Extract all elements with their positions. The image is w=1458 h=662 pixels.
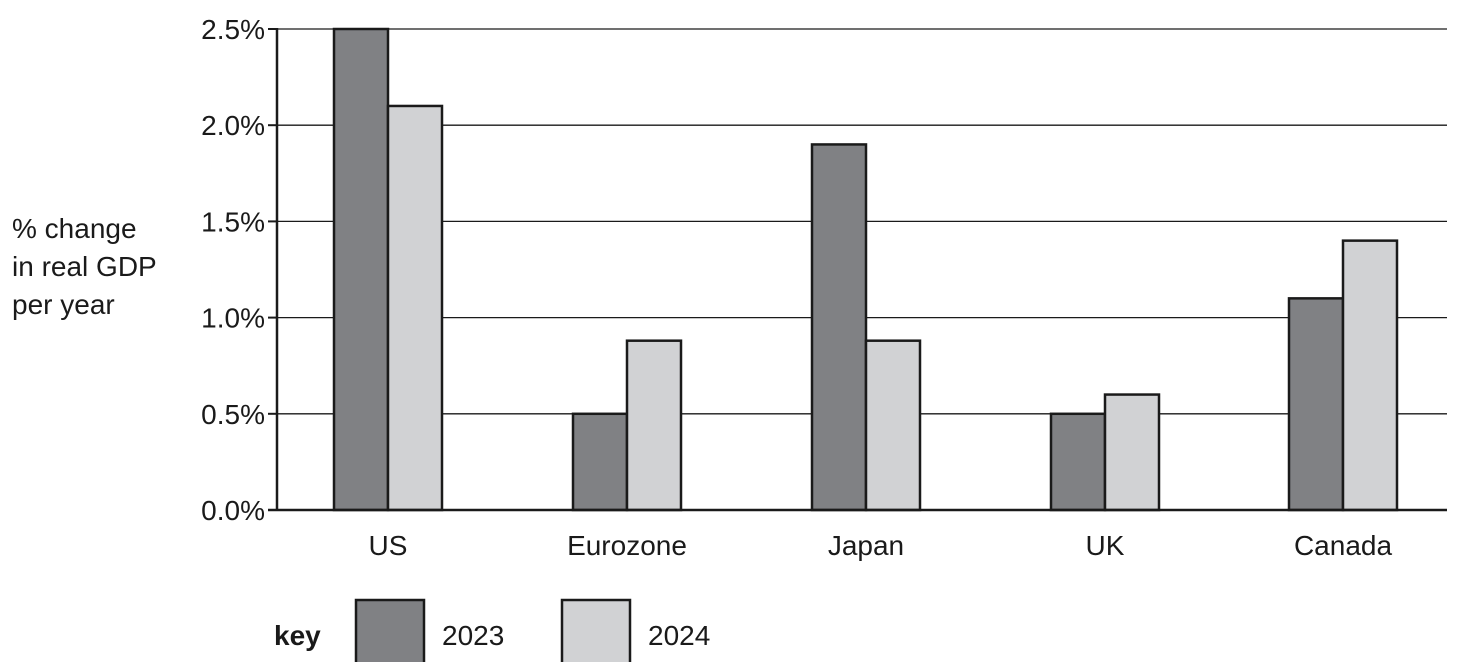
- y-axis-label-line-2: in real GDP: [12, 251, 157, 282]
- y-axis-label-line-3: per year: [12, 289, 115, 320]
- bar-2023-japan: [810, 143, 868, 512]
- y-tick-label: 2.0%: [201, 110, 265, 141]
- bar-2023-eurozone: [571, 412, 629, 512]
- y-tick-label: 2.5%: [201, 14, 265, 45]
- x-tick-label: UK: [1086, 530, 1125, 561]
- y-axis-label-line-1: % change: [12, 213, 137, 244]
- y-tick-label: 1.5%: [201, 206, 265, 237]
- legend-swatch-2023: [354, 598, 426, 662]
- y-tick-label: 0.5%: [201, 399, 265, 430]
- bar-2023-canada: [1287, 297, 1345, 512]
- x-tick-label: Japan: [828, 530, 904, 561]
- y-tick-label: 1.0%: [201, 303, 265, 334]
- x-tick-label: Eurozone: [567, 530, 687, 561]
- y-axis-label: % change in real GDP per year: [12, 210, 187, 324]
- x-tick-label: US: [369, 530, 408, 561]
- y-tick-label: 0.0%: [201, 495, 265, 526]
- x-tick-label: Canada: [1294, 530, 1393, 561]
- bar-2023-uk: [1049, 412, 1107, 512]
- bar-2024-eurozone: [625, 339, 683, 512]
- legend-label-2023: 2023: [442, 620, 504, 651]
- bar-2023-us: [332, 27, 390, 512]
- bar-2024-us: [386, 104, 444, 512]
- bar-2024-uk: [1103, 393, 1161, 512]
- bar-2024-japan: [864, 339, 922, 512]
- legend-swatch-2024: [560, 598, 632, 662]
- bar-2024-canada: [1341, 239, 1399, 512]
- legend-label-2024: 2024: [648, 620, 710, 651]
- legend-title: key: [274, 620, 321, 651]
